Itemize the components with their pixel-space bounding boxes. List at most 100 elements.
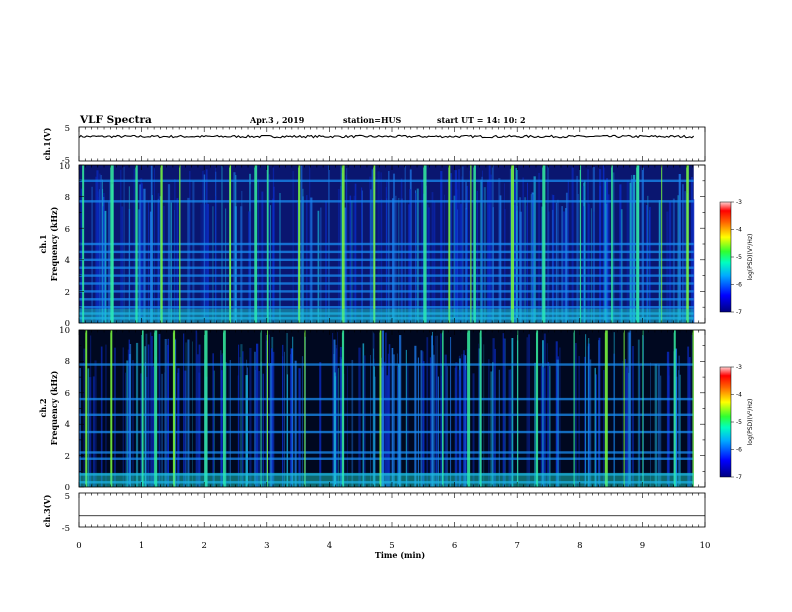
spectrogram-streak	[598, 169, 602, 323]
spectrogram-streak	[174, 339, 177, 487]
spectrogram-band	[79, 179, 694, 182]
time-tick-label: 0	[76, 541, 81, 551]
spectrogram-streak	[449, 173, 452, 323]
spectrogram-streak	[228, 363, 230, 487]
spectrogram-burst	[379, 330, 382, 487]
spectrogram-streak	[542, 367, 544, 487]
spectrogram-streak	[290, 348, 293, 487]
spectrogram-burst	[470, 165, 472, 323]
spectrogram-streak	[212, 353, 214, 487]
spectrogram-streak	[337, 332, 338, 487]
spectrogram-streak	[212, 206, 214, 323]
spectrogram-streak	[380, 172, 382, 323]
spectrogram-burst	[661, 165, 663, 323]
spectrogram-streak	[361, 190, 363, 323]
ch1-channel-label: ch.1	[38, 234, 48, 253]
time-axis-tick-marks	[78, 127, 706, 527]
spectrogram-streak	[387, 353, 390, 487]
spectrogram-band	[79, 363, 694, 366]
spectrogram-streak	[476, 190, 478, 323]
spectrogram-streak	[465, 208, 467, 323]
spectrogram-burst	[341, 330, 345, 487]
ch2-frequency-ylabel: Frequency (kHz)	[49, 370, 59, 445]
spectrogram-streak	[392, 173, 396, 323]
spectrogram-streak	[434, 335, 436, 487]
time-tick-label: 3	[264, 541, 269, 551]
spectrogram-streak	[377, 171, 380, 323]
spectrogram-burst	[254, 165, 258, 323]
spectrogram-burst	[692, 330, 694, 487]
spectrogram-burst	[479, 330, 482, 487]
spectrogram-streak	[639, 365, 641, 487]
spectrogram-burst	[341, 165, 345, 323]
spectrogram-streak	[152, 366, 155, 487]
spectrogram-streak	[667, 366, 671, 487]
spectrogram-streak	[450, 337, 452, 487]
spectrogram-streak	[301, 356, 304, 487]
spectrogram-streak	[440, 171, 443, 323]
spectrogram-band	[79, 266, 694, 269]
spectrogram-streak	[100, 175, 102, 323]
spectrogram-streak	[466, 185, 468, 323]
spectrogram-streak	[234, 175, 237, 323]
spectrogram-burst	[673, 330, 676, 487]
spectrogram-streak	[426, 204, 429, 323]
spectrogram-streak	[158, 333, 161, 487]
spectrogram-streak	[504, 209, 506, 323]
spectrogram-streak	[650, 362, 652, 487]
spectrogram-streak	[603, 370, 605, 487]
spectrogram-streak	[478, 348, 480, 487]
ch2-freq-tick-0: 0	[65, 483, 70, 493]
spectrogram-streak	[492, 338, 495, 487]
spectrogram-streak	[472, 373, 475, 487]
colorbar-tick-label: -7	[736, 309, 742, 316]
ch1-freq-tick-2: 2	[65, 288, 70, 298]
spectrogram-streak	[145, 333, 148, 487]
spectrogram-band	[79, 306, 694, 309]
spectrogram-streak	[556, 371, 557, 487]
colorbar-tick-label: -3	[736, 364, 742, 371]
spectrogram-band	[79, 298, 694, 301]
spectrogram-streak	[405, 349, 407, 487]
ch1-freq-tick-10: 10	[59, 162, 70, 172]
ch2-colorbar: -3 -4 -5 -6 -7 log(PSD)(V²/Hz)	[719, 364, 754, 481]
spectrogram-streak	[526, 337, 528, 487]
spectrogram-burst	[298, 165, 301, 323]
spectrogram-streak	[645, 205, 648, 323]
spectrogram-streak	[423, 361, 425, 487]
spectrogram-streak	[271, 348, 273, 487]
spectrogram-band	[79, 290, 694, 293]
spectrogram-streak	[494, 348, 496, 487]
spectrogram-burst	[473, 165, 476, 323]
spectrogram-streak	[433, 201, 436, 323]
spectrogram-streak	[458, 369, 461, 487]
spectrogram-streak	[114, 347, 116, 487]
spectrogram-streak	[433, 354, 435, 487]
spectrogram-streak	[161, 373, 163, 487]
spectrogram-streak	[163, 205, 165, 323]
spectrogram-streak	[431, 335, 433, 487]
spectrogram-streak	[164, 338, 167, 487]
spectrogram-streak	[678, 370, 680, 487]
spectrogram-streak	[397, 366, 399, 487]
spectrogram-streak	[478, 364, 481, 487]
spectrogram-streak	[632, 174, 636, 323]
spectrogram-streak	[202, 170, 204, 323]
spectrogram-streak	[213, 370, 215, 487]
spectrogram-streak	[588, 359, 592, 487]
spectrogram-burst	[229, 165, 232, 323]
spectrogram-streak	[215, 167, 216, 323]
spectrogram-streak	[577, 194, 579, 323]
spectrogram-streak	[455, 366, 458, 487]
ch2-colorbar-label: log(PSD)(V²/Hz)	[747, 399, 754, 446]
spectrogram-streak	[138, 209, 140, 323]
ch1-colorbar: -3 -4 -5 -6 -7 log(PSD)(V²/Hz)	[719, 199, 754, 316]
spectrogram-streak	[358, 347, 361, 487]
spectrogram-burst	[604, 330, 608, 487]
spectrogram-streak	[428, 207, 430, 323]
spectrogram-streak	[269, 334, 270, 487]
spectrogram-streak	[154, 167, 155, 323]
ch1-voltage-ylabel: ch.1(V)	[42, 127, 52, 160]
ch1-spectrogram-panel: 0 2 4 6 8 10 ch.1 Frequency (kHz)	[38, 162, 706, 329]
spectrogram-streak	[622, 361, 623, 487]
